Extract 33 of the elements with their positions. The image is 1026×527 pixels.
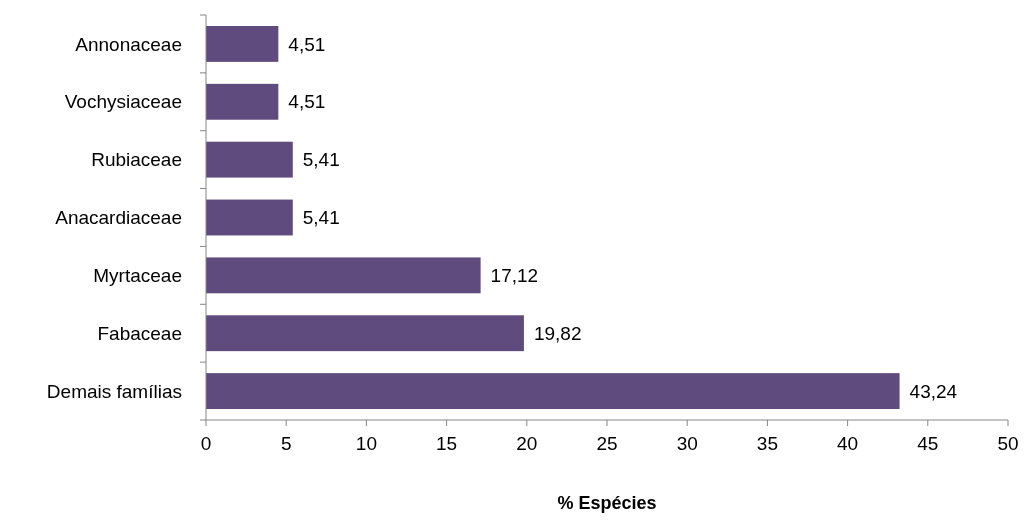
x-tick-label: 50	[997, 433, 1019, 454]
bar	[206, 25, 279, 62]
data-label: 17,12	[490, 265, 539, 287]
data-label: 4,51	[288, 91, 326, 113]
x-tick-label: 10	[355, 433, 377, 454]
x-tick-label: 30	[676, 433, 698, 454]
y-tick-label: Anacardiaceae	[55, 207, 182, 229]
data-label: 43,24	[909, 380, 958, 402]
data-label: 5,41	[302, 207, 340, 229]
x-tick-label: 0	[200, 433, 212, 454]
x-tick-label: 20	[516, 433, 538, 454]
x-tick-label: 45	[917, 433, 939, 454]
data-label: 4,51	[288, 33, 326, 55]
y-tick-label: Fabaceae	[97, 322, 182, 344]
x-tick-label: 35	[756, 433, 778, 454]
x-tick-label: 40	[837, 433, 859, 454]
bar	[206, 199, 293, 236]
x-tick-label: 25	[596, 433, 618, 454]
bar	[206, 141, 293, 178]
bar	[206, 373, 900, 410]
x-axis-title: % Espécies	[557, 493, 657, 513]
bar	[206, 257, 481, 294]
x-tick-label: 15	[436, 433, 458, 454]
y-tick-label: Myrtaceae	[93, 265, 182, 287]
x-tick-label: 5	[280, 433, 292, 454]
y-tick-label: Annonaceae	[75, 33, 182, 55]
y-tick-label: Vochysiaceae	[64, 91, 182, 113]
data-label: 5,41	[302, 149, 340, 171]
y-tick-label: Rubiaceae	[91, 149, 182, 171]
y-tick-label: Demais famílias	[46, 380, 182, 402]
bar	[206, 83, 279, 120]
bar	[206, 315, 524, 352]
data-label: 19,82	[533, 322, 582, 344]
